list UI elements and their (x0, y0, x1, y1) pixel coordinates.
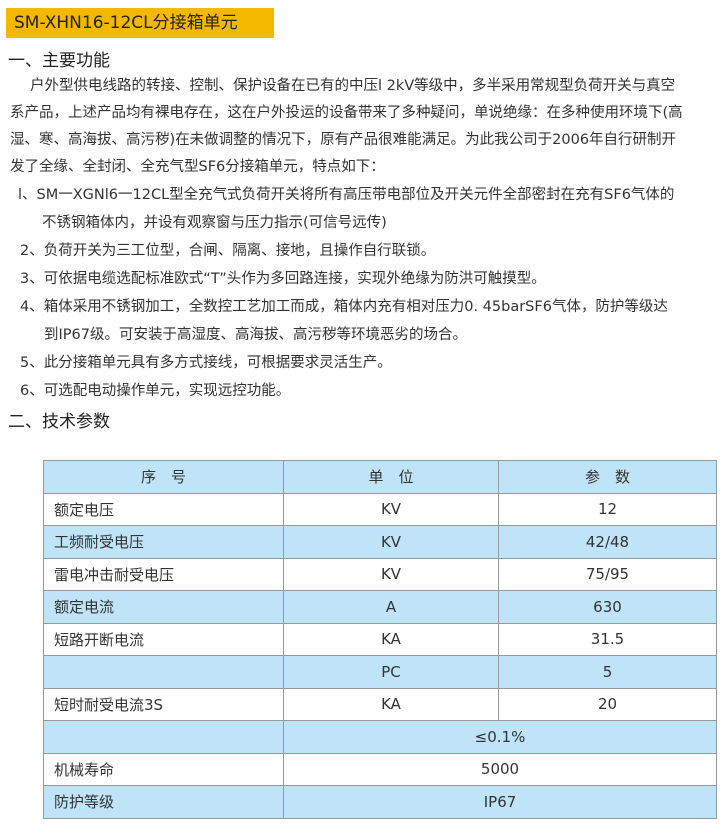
param-value: 31.5 (498, 622, 717, 656)
table-header-row: 序 号 单 位 参 数 (43, 460, 717, 494)
param-name: 短路开断电流 (43, 622, 284, 656)
table-row: 额定电流 A 630 (43, 590, 717, 624)
table-row: 短时耐受电流3S KA 20 (43, 687, 717, 721)
param-name (43, 655, 284, 689)
param-name: 机械寿命 (43, 752, 284, 786)
table-row: 雷电冲击耐受电压 KV 75/95 (43, 557, 717, 591)
param-name: 额定电流 (43, 590, 284, 624)
header-cell: 参 数 (498, 460, 717, 494)
feature-item-4-cont: 到IP67级。可安装于高湿度、高海拔、高污秽等环境恶劣的场合。 (44, 327, 467, 343)
param-unit: KV (283, 525, 499, 559)
paragraph-line: 户外型供电线路的转接、控制、保护设备在已有的中压l 2kV等级中，多半采用常规型… (30, 78, 676, 94)
param-unit: A (283, 590, 499, 624)
param-value: 75/95 (498, 557, 717, 591)
param-value: 5 (498, 655, 717, 689)
param-name: 工频耐受电压 (43, 525, 284, 559)
table-row: PC 5 (43, 655, 717, 689)
param-value: 12 (498, 492, 717, 526)
section-heading-specs: 二、技术参数 (8, 412, 110, 432)
feature-item-6: 6、可选配电动操作单元，实现远控功能。 (20, 383, 291, 399)
table-row: ≤0.1% (43, 720, 717, 754)
feature-item-5: 5、此分接箱单元具有多方式接线，可根据要求灵活生产。 (20, 355, 392, 371)
table-row: 机械寿命 5000 (43, 752, 717, 786)
param-unit: KA (283, 687, 499, 721)
param-unit: KA (283, 622, 499, 656)
param-value: IP67 (283, 785, 717, 819)
param-name: 防护等级 (43, 785, 284, 819)
feature-item-3: 3、可依据电缆选配标准欧式“T”头作为多回路连接，实现外绝缘为防洪可触摸型。 (20, 271, 546, 287)
table-row: 额定电压 KV 12 (43, 492, 717, 526)
feature-item-4: 4、箱体采用不锈钢加工，全数控工艺加工而成，箱体内充有相对压力0. 45barS… (20, 299, 668, 315)
feature-item-1-cont: 不锈钢箱体内，并设有观察窗与压力指示(可信号远传) (42, 215, 387, 231)
param-name: 雷电冲击耐受电压 (43, 557, 284, 591)
param-unit: KV (283, 492, 499, 526)
param-value: 5000 (283, 752, 717, 786)
param-value: 630 (498, 590, 717, 624)
paragraph-line: 发了全缘、全封闭、全充气型SF6分接箱单元，特点如下： (10, 159, 385, 175)
param-unit: PC (283, 655, 499, 689)
header-cell: 单 位 (283, 460, 499, 494)
table-row: 工频耐受电压 KV 42/48 (43, 525, 717, 559)
param-name (43, 720, 284, 754)
spec-table: 序 号 单 位 参 数 额定电压 KV 12 工频耐受电压 KV 42/48 雷电冲击耐… (43, 460, 717, 819)
param-value: ≤0.1% (283, 720, 717, 754)
param-name: 短时耐受电流3S (43, 687, 284, 721)
header-cell: 序 号 (43, 460, 284, 494)
section-heading-functions: 一、主要功能 (8, 51, 110, 71)
paragraph-line: 系产品，上述产品均有裸电存在，这在户外投运的设备带来了多种疑问，单说绝缘：在多种… (10, 105, 683, 121)
feature-item-2: 2、负荷开关为三工位型，合闸、隔离、接地，且操作自行联锁。 (20, 243, 436, 259)
param-name: 额定电压 (43, 492, 284, 526)
paragraph-line: 湿、寒、高海拔、高污秽)在未做调整的情况下，原有产品很难能满足。为此我公司于20… (10, 132, 677, 148)
feature-item-1: l、SM一XGNl6一12CL型全充气式负荷开关将所有高压带电部位及开关元件全部… (18, 187, 675, 203)
table-row: 防护等级 IP67 (43, 785, 717, 819)
page-title: SM-XHN16-12CL分接箱单元 (6, 8, 274, 38)
param-value: 20 (498, 687, 717, 721)
table-row: 短路开断电流 KA 31.5 (43, 622, 717, 656)
param-value: 42/48 (498, 525, 717, 559)
param-unit: KV (283, 557, 499, 591)
